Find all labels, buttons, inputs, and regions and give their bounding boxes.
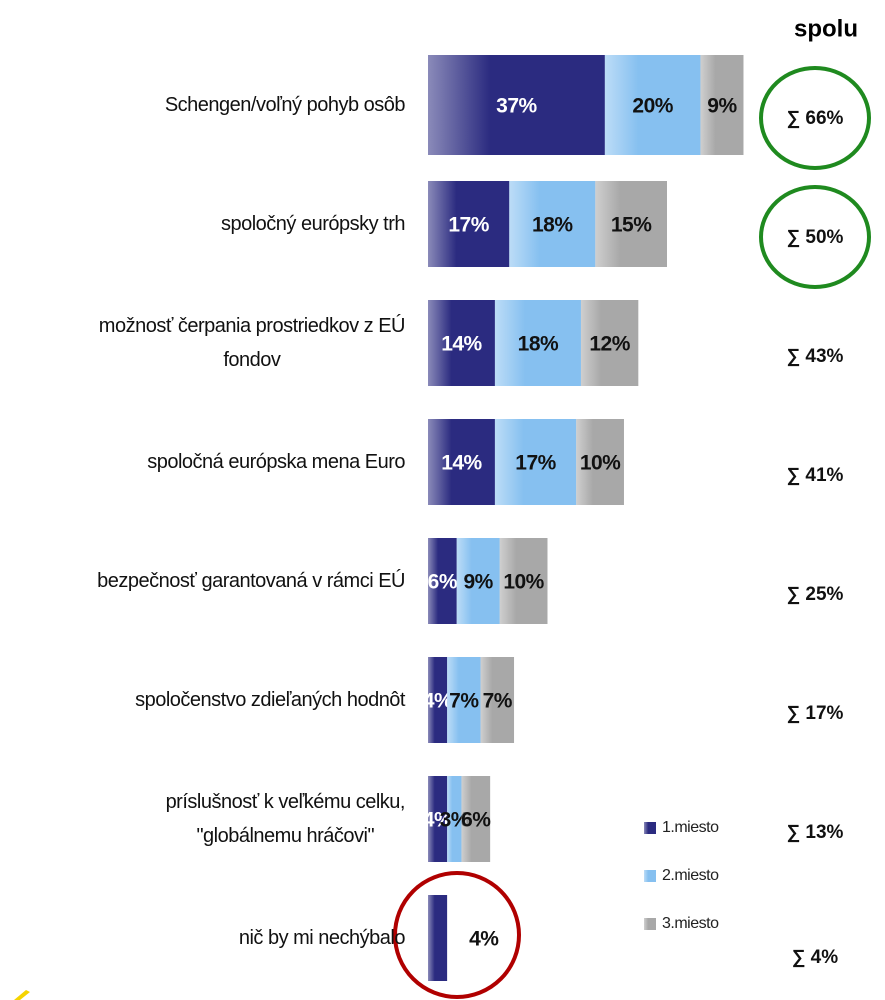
data-label: 14% [441, 452, 482, 475]
bar-segment [604, 55, 701, 155]
legend-label: 1.miesto [662, 819, 719, 836]
bar-segment [456, 538, 500, 624]
bar-segment [428, 538, 457, 624]
total-label: ∑ 13% [787, 822, 844, 843]
bar-segment [494, 419, 577, 505]
data-label: 6% [428, 571, 458, 594]
data-label: 14% [441, 333, 482, 356]
data-label: 15% [611, 214, 652, 237]
bar-segment [499, 538, 548, 624]
category-label: spoločenstvo zdieľaných hodnôt [135, 689, 405, 711]
total-label: ∑ 17% [787, 703, 844, 724]
bar-segment [428, 55, 605, 155]
data-label: 4% [423, 690, 453, 713]
category-label: nič by mi nechýbalo [238, 927, 406, 949]
highlight-circle [393, 871, 521, 999]
category-label: spoločný európsky trh [220, 213, 406, 235]
total-header: spolu [794, 15, 858, 42]
data-label: 9% [464, 571, 494, 594]
bar-segment [428, 776, 448, 862]
bar-segment [428, 181, 510, 267]
data-label: 12% [589, 333, 630, 356]
total-label: ∑ 50% [787, 227, 844, 248]
bar-segment [428, 419, 495, 505]
bar-segment [447, 776, 462, 862]
data-label: 18% [518, 333, 559, 356]
data-label: 20% [632, 95, 673, 118]
total-label: ∑ 4% [792, 947, 838, 968]
bar-segment [461, 776, 491, 862]
highlight-circle [759, 185, 871, 289]
data-label: 18% [532, 214, 573, 237]
data-label: 10% [580, 452, 621, 475]
legend-label: 2.miesto [662, 867, 719, 884]
bar-segment [480, 657, 515, 743]
bar-segment [580, 300, 639, 386]
total-label: ∑ 25% [787, 584, 844, 605]
category-label: príslušnosť k veľkému celku, "globálnemu… [165, 791, 406, 847]
total-label: ∑ 66% [787, 108, 844, 129]
legend-swatch [644, 918, 656, 930]
total-label: ∑ 43% [787, 346, 844, 367]
category-label: Schengen/voľný pohyb osôb [164, 94, 406, 116]
data-label: 4% [423, 809, 453, 832]
category-label: možnosť čerpania prostriedkov z EÚ fondo… [98, 315, 406, 371]
bar-segment [509, 181, 596, 267]
legend-swatch [644, 822, 656, 834]
total-label: ∑ 41% [787, 465, 844, 486]
bar-segment [428, 895, 448, 981]
highlight-circle [759, 66, 871, 170]
legend-label: 3.miesto [662, 915, 719, 932]
data-label: 10% [503, 571, 544, 594]
bar-segment [447, 657, 481, 743]
legend-swatch [644, 870, 656, 882]
category-label: spoločná európska mena Euro [147, 451, 405, 473]
data-label: 17% [515, 452, 556, 475]
decoration [14, 990, 30, 1000]
bar-segment [700, 55, 744, 155]
bar-segment [428, 657, 448, 743]
data-label: 37% [496, 95, 537, 118]
data-label: 7% [449, 690, 479, 713]
data-label: 17% [448, 214, 489, 237]
bar-segment [428, 300, 495, 386]
bar-segment [576, 419, 624, 505]
data-label: 9% [707, 95, 737, 118]
bar-segment [595, 181, 667, 267]
data-label: 4% [469, 928, 499, 951]
bar-segment [494, 300, 581, 386]
data-label: 7% [483, 690, 513, 713]
category-label: bezpečnosť garantovaná v rámci EÚ [97, 570, 405, 592]
data-label: 6% [461, 809, 491, 832]
